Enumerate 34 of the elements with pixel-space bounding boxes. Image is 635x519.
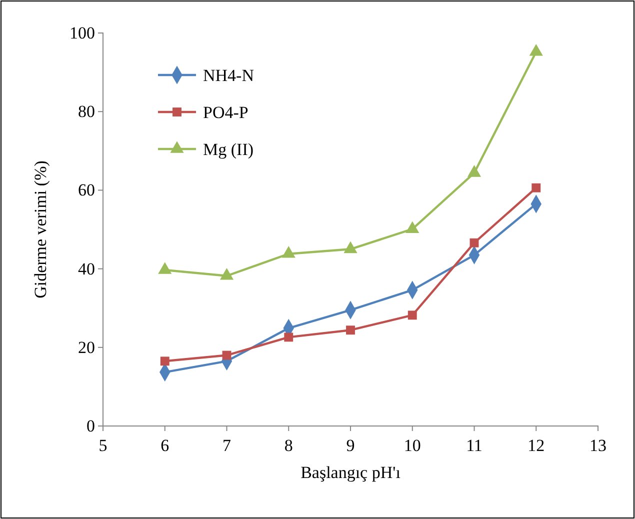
point [284,332,294,342]
point [406,221,420,234]
point [344,241,358,254]
x-tick-label: 9 [346,436,355,455]
point [470,238,479,248]
point [158,262,172,274]
x-tick-label: 10 [404,436,421,455]
point [532,183,541,192]
x-tick-label: 13 [590,436,606,455]
point [467,165,482,177]
y-tick-label: 40 [78,259,95,278]
y-tick-label: 80 [78,102,95,122]
point [529,44,543,56]
y-tick-label: 0 [86,416,95,436]
legend-label: NH4-N [203,66,254,85]
y-tick-label: 60 [78,180,95,200]
point [160,356,170,366]
x-tick-label: 7 [222,436,232,455]
point [220,268,234,280]
y-tick-label: 20 [78,338,95,357]
point [282,246,296,258]
x-tick-label: 8 [284,436,293,455]
legend-label: Mg (II) [203,140,254,159]
point [222,350,232,360]
x-axis-title: Başlangıç pH'ı [300,463,401,482]
x-tick-label: 12 [528,436,545,455]
point [408,310,417,320]
x-tick-label: 6 [160,436,170,455]
y-tick-label: 100 [70,23,95,42]
x-tick-label: 5 [98,436,108,455]
y-axis-title: Giderme verimi (%) [31,160,50,298]
point [346,326,355,335]
x-tick-label: 11 [466,436,482,455]
legend-label: PO4-P [203,103,248,122]
